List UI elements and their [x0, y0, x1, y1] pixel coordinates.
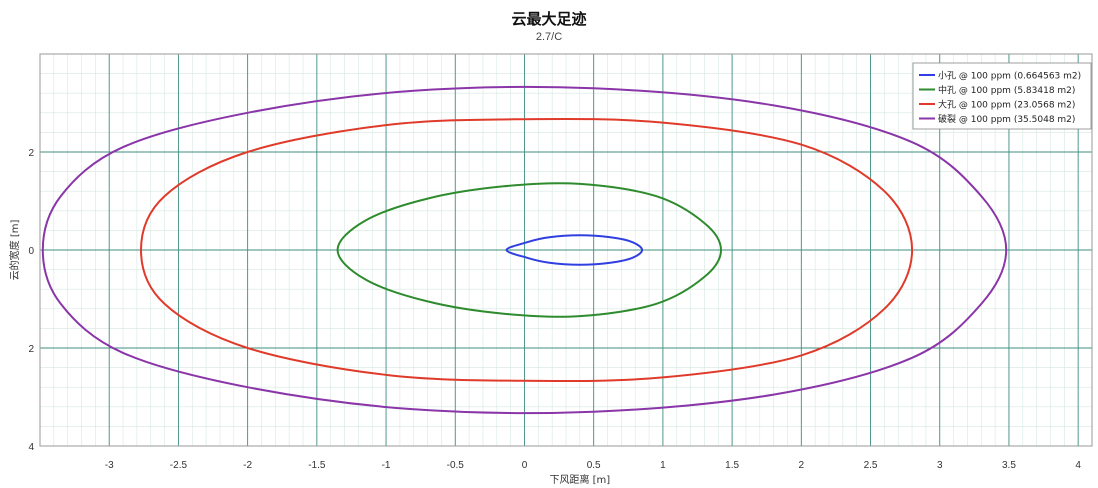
y-axis-label: 云的宽度 [m]	[8, 220, 21, 281]
series-layer	[41, 85, 1008, 415]
x-tick-label: -2	[243, 460, 252, 471]
x-tick-label: 0.5	[587, 460, 601, 471]
series-line-0	[505, 234, 644, 266]
legend[interactable]: 小孔 @ 100 ppm (0.664563 m2) 中孔 @ 100 ppm (…	[912, 62, 1092, 130]
legend-entry[interactable]: 大孔 @ 100 ppm (23.0568 m2)	[938, 99, 1075, 111]
x-tick-label: 3.5	[1002, 460, 1016, 471]
series-line-1	[336, 182, 723, 318]
legend-box	[912, 62, 1092, 130]
x-tick-label: -2.5	[170, 460, 188, 471]
x-axis: -3 -2.5 -2 -1.5 -1 -0.5 0 0.5 1 1.5 2 2.5 3 3.5 4	[105, 460, 1082, 471]
x-tick-label: -1	[382, 460, 391, 471]
x-tick-label: 1.5	[725, 460, 739, 471]
series-line-3	[41, 85, 1008, 415]
y-tick-label: 2	[28, 344, 34, 355]
x-tick-label: 2	[799, 460, 805, 471]
x-axis-label: 下风距离 [m]	[549, 473, 610, 486]
x-tick-label: -3	[105, 460, 114, 471]
x-tick-label: 4	[1075, 460, 1081, 471]
x-tick-label: 2.5	[864, 460, 878, 471]
x-tick-label: 0	[522, 460, 528, 471]
legend-entry[interactable]: 小孔 @ 100 ppm (0.664563 m2)	[938, 71, 1081, 82]
plot-frame	[39, 53, 1093, 447]
legend-entry[interactable]: 破裂 @ 100 ppm (35.5048 m2)	[938, 113, 1075, 125]
x-tick-label: -0.5	[447, 460, 465, 471]
chart-title: 云最大足迹	[511, 10, 587, 28]
y-tick-label: 0	[28, 246, 34, 257]
series-line-2	[139, 117, 914, 383]
x-tick-label: 1	[660, 460, 666, 471]
x-tick-label: 3	[937, 460, 943, 471]
y-tick-label: 4	[28, 442, 34, 453]
chart-subtitle: 2.7/C	[535, 31, 563, 43]
y-tick-label: 2	[28, 148, 34, 159]
x-tick-label: -1.5	[308, 460, 326, 471]
legend-entry[interactable]: 中孔 @ 100 ppm (5.83418 m2)	[938, 84, 1075, 96]
